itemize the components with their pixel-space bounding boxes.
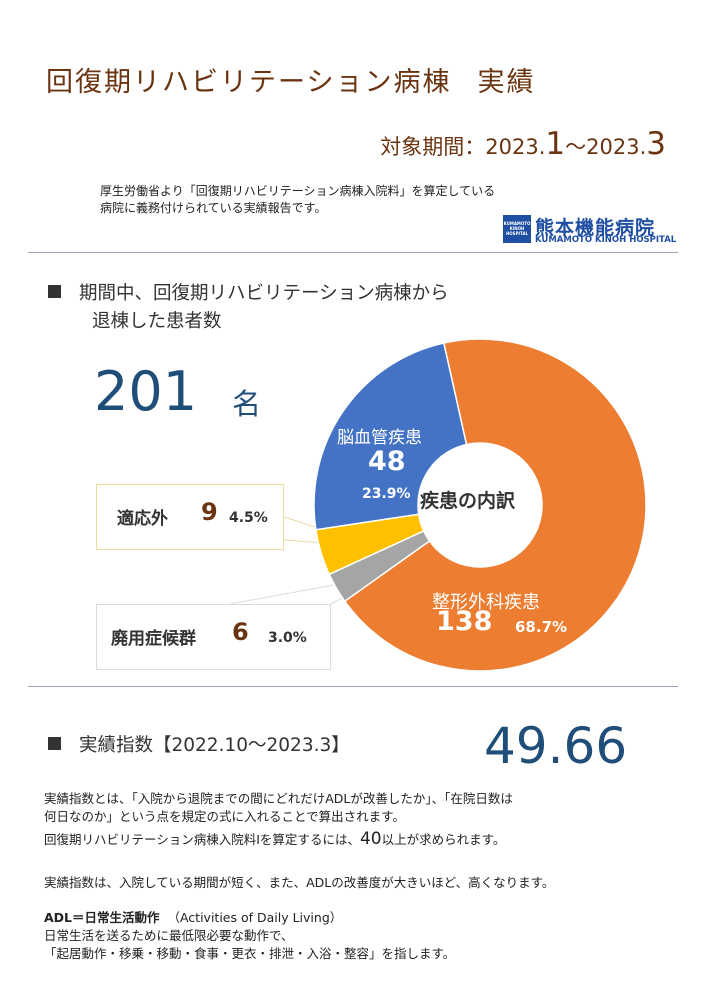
divider-middle [28,686,678,687]
donut-center-label: 疾患の内訳 [420,490,516,512]
index-explanation: 実績指数は、入院している期間が短く、また、ADLの改善度が大きいほど、高くなりま… [44,875,555,890]
disease-donut-chart [229,338,647,672]
slice-count-tekio: 9 [201,498,218,526]
intro-line-2: 病院に義務付けられている実績報告です。 [100,201,327,215]
logo-name-en: KUMAMOTO KINOH HOSPITAL [535,235,677,245]
intro-text: 厚生労働省より「回復期リハビリテーション病棟入院料」を算定している 病院に義務付… [100,183,495,217]
slice-count-seikei: 138 [436,606,493,637]
slice-label-tekio: 適応外 [117,509,168,529]
callout-box-tekio [96,484,284,550]
slice-percent-noukekkan: 23.9% [362,486,411,502]
slice-noukekkan [313,342,468,531]
square-bullet-icon [48,285,61,298]
section1-heading: 期間中、回復期リハビリテーション病棟から [48,281,449,307]
slice-percent-tekio: 4.5% [229,510,268,526]
callout-box-haiyo [96,604,331,670]
slice-percent-haiyo: 3.0% [268,630,307,646]
adl-definition: ADL＝日常生活動作 （Activities of Daily Living） … [44,910,456,961]
intro-line-1: 厚生労働省より「回復期リハビリテーション病棟入院料」を算定している [100,184,496,198]
slice-percent-seikei: 68.7% [515,618,568,636]
index-description: 実績指数とは、「入院から退院までの間にどれだけADLが改善したか」、「在院日数は… [44,791,513,824]
slice-label-seikei: 整形外科疾患 [432,592,540,613]
logo-mark: KUMAMOTO KINOH HOSPITAL [503,215,531,243]
index-requirement: 回復期リハビリテーション病棟入院料Ⅰを算定するには、40以上が求められます。 [44,829,506,849]
slice-label-noukekkan: 脳血管疾患 [337,428,422,448]
discharged-total: 201 [94,360,198,423]
slice-count-haiyo: 6 [232,618,249,646]
square-bullet-icon [48,737,61,750]
section1-heading-line2: 退棟した患者数 [92,311,222,332]
slice-label-haiyo: 廃用症候群 [111,629,196,649]
discharged-total-unit: 名 [232,387,262,421]
slice-count-noukekkan: 48 [368,446,406,477]
divider-top [28,252,678,253]
page-title: 回復期リハビリテーション病棟 実績 [46,67,536,98]
hospital-logo: KUMAMOTO KINOH HOSPITAL 熊本機能病院 KUMAMOTO … [503,214,678,246]
section2-heading: 実績指数【2022.10～2023.3】 [48,733,350,759]
target-period: 対象期間：2023.1～2023.3 [380,126,666,162]
slice-seikei [343,338,647,672]
logo-name-jp: 熊本機能病院 [535,217,656,239]
performance-index-value: 49.66 [484,717,628,775]
